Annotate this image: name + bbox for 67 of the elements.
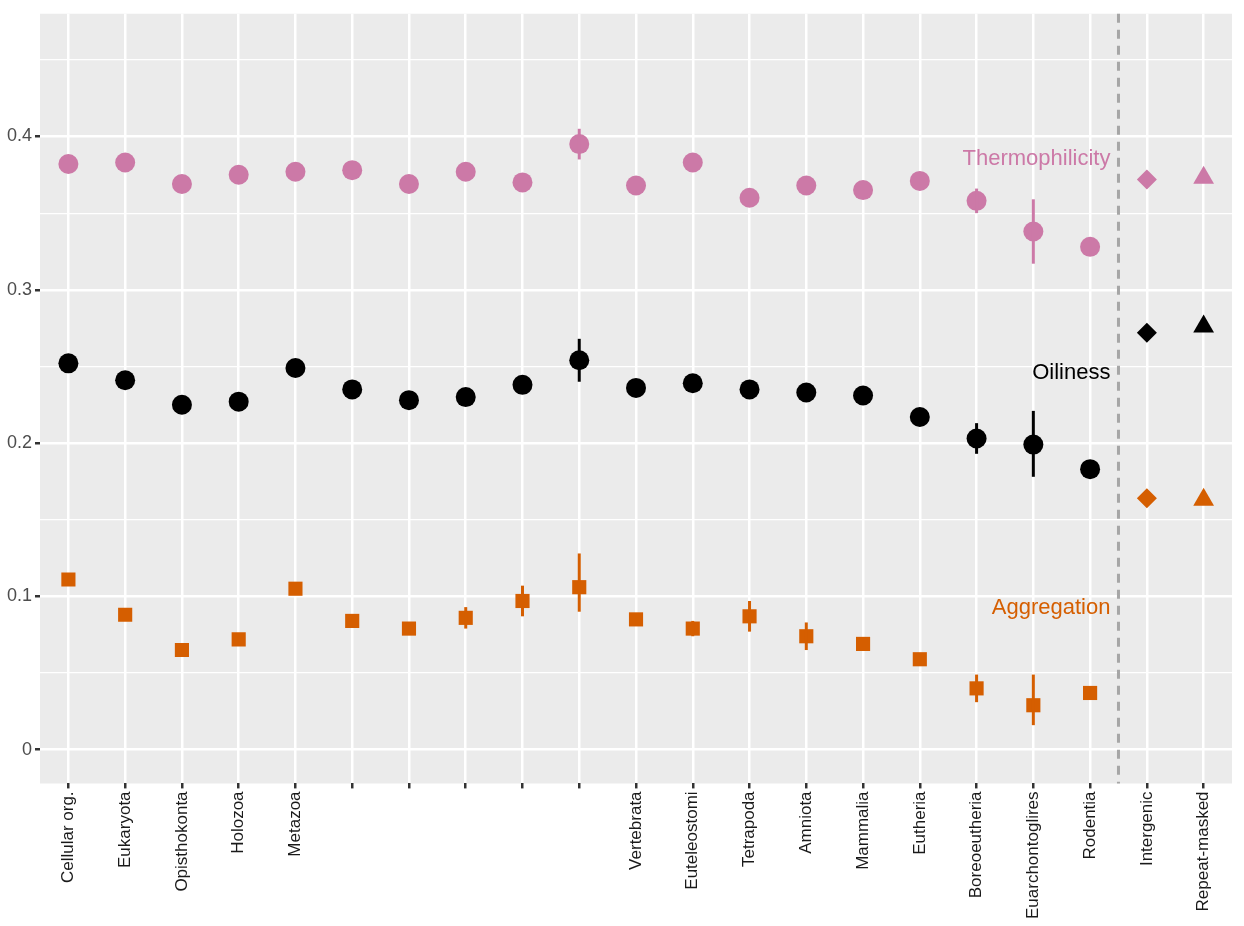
point [58, 353, 79, 374]
point [1080, 236, 1101, 257]
point [909, 407, 930, 428]
point [512, 172, 533, 193]
point [285, 357, 306, 378]
y-tick-label: 0 [22, 738, 33, 759]
point [628, 612, 644, 627]
point [174, 642, 189, 658]
y-tick-label: 0.4 [6, 125, 33, 146]
point [796, 382, 817, 403]
x-tick-label: Eukaryota [114, 790, 134, 868]
point [853, 180, 874, 201]
point [912, 652, 927, 667]
point [455, 387, 476, 408]
y-tick-label: 0.3 [6, 278, 33, 299]
point [171, 394, 192, 415]
point [909, 170, 930, 191]
point [855, 636, 871, 651]
point [115, 370, 136, 391]
point [739, 379, 760, 400]
x-tick-label: Opisthokonta [171, 790, 191, 892]
x-tick-label: Intergenic [1136, 790, 1156, 867]
x-tick-label: Vertebrata [625, 790, 645, 870]
point [455, 161, 476, 182]
text: Oiliness [1032, 359, 1111, 385]
x-tick-label: Rodentia [1079, 790, 1099, 860]
point [682, 373, 703, 394]
point [401, 621, 417, 636]
point [171, 173, 192, 194]
point [115, 152, 136, 173]
x-tick-label: Boreoeutheria [966, 790, 986, 899]
point [228, 164, 249, 185]
x-tick-label: Euarchontoglires [1023, 791, 1043, 919]
point [61, 572, 76, 587]
point [342, 379, 363, 400]
point [853, 385, 874, 406]
x-tick-label: Euteleostomi [682, 791, 702, 890]
point [228, 391, 249, 412]
point [626, 377, 647, 398]
point [231, 632, 246, 647]
point [739, 187, 760, 208]
point [285, 161, 306, 182]
x-tick-label: Eutheria [909, 790, 929, 855]
x-tick-label: Mammalia [852, 790, 872, 870]
point [512, 374, 533, 395]
x-tick-label: Amniota [795, 790, 815, 854]
point [682, 152, 703, 173]
point [1083, 685, 1098, 701]
x-tick-label: Repeat-masked [1193, 791, 1213, 912]
point [1080, 459, 1101, 480]
x-tick-label: Cellular org. [58, 791, 78, 884]
point [288, 581, 303, 596]
point [398, 173, 419, 194]
x-tick-label: Holozoa [228, 790, 248, 854]
point [626, 175, 647, 196]
point [58, 154, 79, 175]
point [796, 175, 817, 196]
point [345, 613, 360, 628]
point [398, 390, 419, 411]
y-tick-label: 0.1 [6, 585, 33, 606]
y-tick-label: 0.2 [6, 432, 33, 453]
point [342, 160, 363, 181]
x-tick-label: Metazoa [285, 790, 305, 857]
point [118, 607, 133, 622]
x-tick-label: Tetrapoda [739, 790, 759, 868]
series-label: Thermophilicity [962, 144, 1111, 170]
text: Aggregation [991, 593, 1111, 619]
